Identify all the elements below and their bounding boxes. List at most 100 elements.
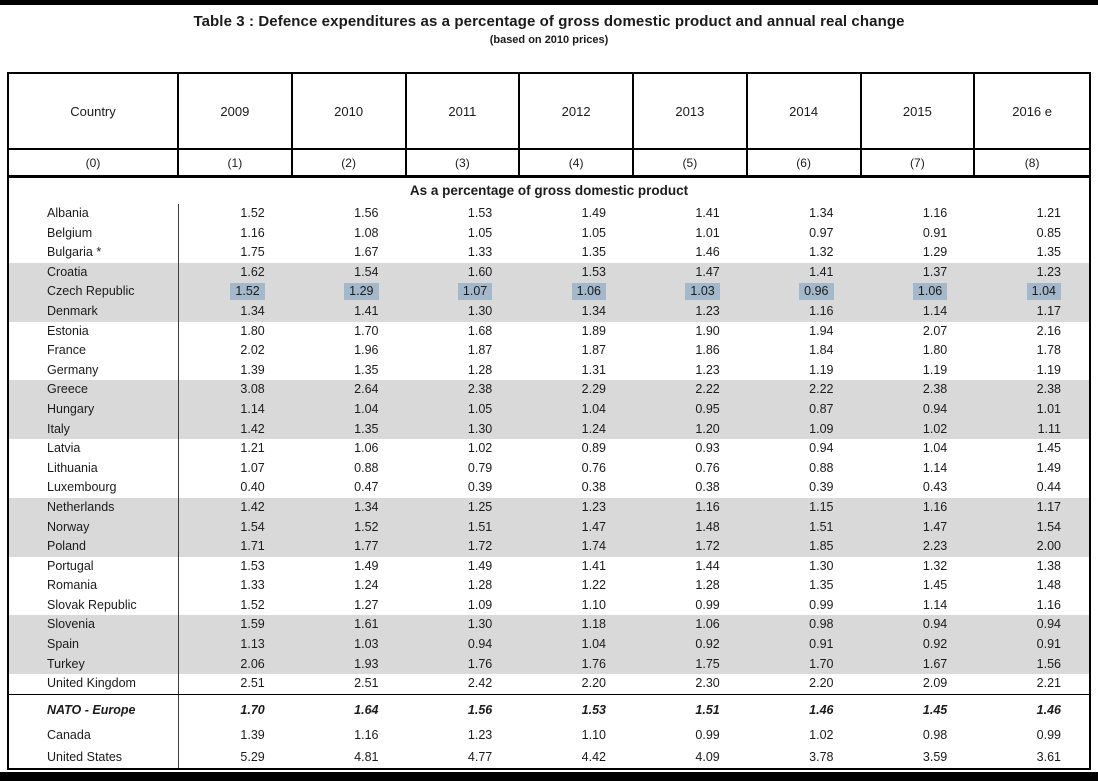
table-row: Poland 1.71 1.77 1.72 1.74 1.72 1.85 2.23 2.00 [9,537,1089,557]
value-cell: 1.84 [809,343,834,358]
value-cell: 1.25 [467,499,493,514]
selection-highlight: 1.06 [571,283,606,301]
value-cell: 4.81 [354,749,379,764]
value-cell: 2.38 [922,382,948,397]
country-cell: NATO - Europe [9,694,179,726]
value-cell: 2.02 [240,343,265,358]
column-index: (6) [748,150,862,175]
value-cell: 1.87 [581,343,606,358]
column-header: 2012 [520,74,634,148]
value-cell: 0.92 [922,637,948,652]
value-cell: 1.51 [467,519,493,534]
table-row: Bulgaria * 1.75 1.67 1.33 1.35 1.46 1.32 1.29 1.… [9,243,1089,263]
table-row: Greece 3.08 2.64 2.38 2.29 2.22 2.22 2.38 2.38 [9,380,1089,400]
value-cell: 0.99 [695,727,720,742]
country-cell: Portugal [9,556,179,577]
value-cell: 1.14 [922,303,948,318]
value-cell: 1.21 [1036,206,1061,220]
country-cell: Estonia [9,321,179,342]
value-cell: 1.35 [809,578,834,593]
value-cell: 1.06 [354,441,379,456]
table-row: NATO - Europe 1.70 1.64 1.56 1.53 1.51 1.46 1.4… [9,693,1089,726]
value-cell: 1.14 [240,401,265,416]
selection-highlight: 1.07 [457,283,493,301]
value-cell: 1.24 [581,421,606,436]
value-cell: 1.33 [240,578,265,593]
value-cell: 1.44 [695,558,720,573]
value-cell: 1.49 [467,558,493,573]
value-cell: 1.32 [922,558,948,573]
table-row: Spain 1.13 1.03 0.94 1.04 0.92 0.91 0.92 0.91 [9,635,1089,655]
value-cell: 1.89 [581,323,606,338]
table-row: United Kingdom 2.51 2.51 2.42 2.20 2.30 2.20 2.… [9,674,1089,694]
table-row: Romania 1.33 1.24 1.28 1.22 1.28 1.35 1.45 1.48 [9,576,1089,596]
selection-highlight: 1.03 [685,283,720,301]
value-cell: 1.35 [354,362,379,377]
value-cell: 0.94 [467,637,493,652]
value-cell: 1.28 [695,578,720,593]
column-header: 2010 [293,74,407,148]
value-cell: 0.88 [809,460,834,475]
value-cell: 2.30 [695,676,720,691]
value-cell: 2.23 [922,539,948,554]
value-cell: 0.91 [809,637,834,652]
table-row: Hungary 1.14 1.04 1.05 1.04 0.95 0.87 0.94 1.01 [9,399,1089,420]
value-cell: 1.16 [695,499,720,514]
value-cell: 2.42 [467,676,493,691]
value-cell: 1.56 [1036,656,1061,671]
column-header: 2016 e [1012,103,1052,119]
value-cell: 1.08 [354,225,379,240]
country-cell: Latvia [9,439,179,459]
column-index: (0) [9,150,179,175]
value-cell: 1.38 [1036,558,1061,573]
table-row: Albania 1.52 1.56 1.53 1.49 1.41 1.34 1.16 1.21 [9,204,1089,224]
value-cell: 1.75 [240,245,265,260]
value-cell: 1.19 [809,362,834,377]
value-cell: 1.31 [581,362,606,377]
value-cell: 1.80 [922,343,948,358]
value-cell: 1.41 [354,303,379,318]
selection-highlight: 1.52 [230,283,265,301]
value-cell: 1.09 [467,597,493,612]
value-cell: 1.85 [809,539,834,554]
table-row: Slovak Republic 1.52 1.27 1.09 1.10 0.99 0.99 1… [9,595,1089,616]
selection-highlight: 1.04 [1026,283,1061,301]
value-cell: 1.14 [922,597,948,612]
value-cell: 1.52 [240,597,265,612]
value-cell: 1.20 [695,421,720,436]
value-cell: 1.15 [809,499,834,514]
value-cell: 2.20 [581,676,606,691]
country-cell: Slovenia [9,615,179,636]
value-cell: 1.93 [354,656,379,671]
country-cell: United Kingdom [9,674,179,694]
value-cell: 2.22 [695,382,720,397]
value-cell: 0.94 [922,401,948,416]
value-cell: 3.08 [240,382,265,397]
value-cell: 1.54 [240,519,265,534]
value-cell: 1.28 [467,578,493,593]
country-cell: Czech Republic [9,282,179,302]
value-cell: 1.59 [240,617,265,632]
country-cell: Norway [9,517,179,538]
column-index: (5) [634,150,748,175]
value-cell: 1.34 [581,303,606,318]
value-cell: 1.47 [695,264,720,279]
data-table: Country 2009 2010 2011 2012 2013 2014 2015 2016 … [7,72,1091,771]
value-cell: 2.16 [1036,323,1061,338]
value-cell: 4.09 [695,749,720,764]
value-cell: 1.53 [581,702,606,717]
value-cell: 1.02 [809,727,834,742]
value-cell: 1.11 [1037,421,1061,436]
column-header: 2011 [407,74,521,148]
column-index: (3) [407,150,521,175]
value-cell: 1.07 [407,282,521,302]
value-cell: 1.49 [581,206,606,220]
country-cell: Spain [9,635,179,655]
value-cell: 0.98 [809,617,834,632]
title-block: Table 3 : Defence expenditures as a perc… [0,13,1098,46]
table-row: Luxembourg 0.40 0.47 0.39 0.38 0.38 0.39 0.43 0.… [9,478,1089,498]
bottom-border-bar [0,772,1098,781]
value-cell: 2.64 [354,382,379,397]
value-cell: 4.77 [467,749,493,764]
value-cell: 1.42 [240,499,265,514]
